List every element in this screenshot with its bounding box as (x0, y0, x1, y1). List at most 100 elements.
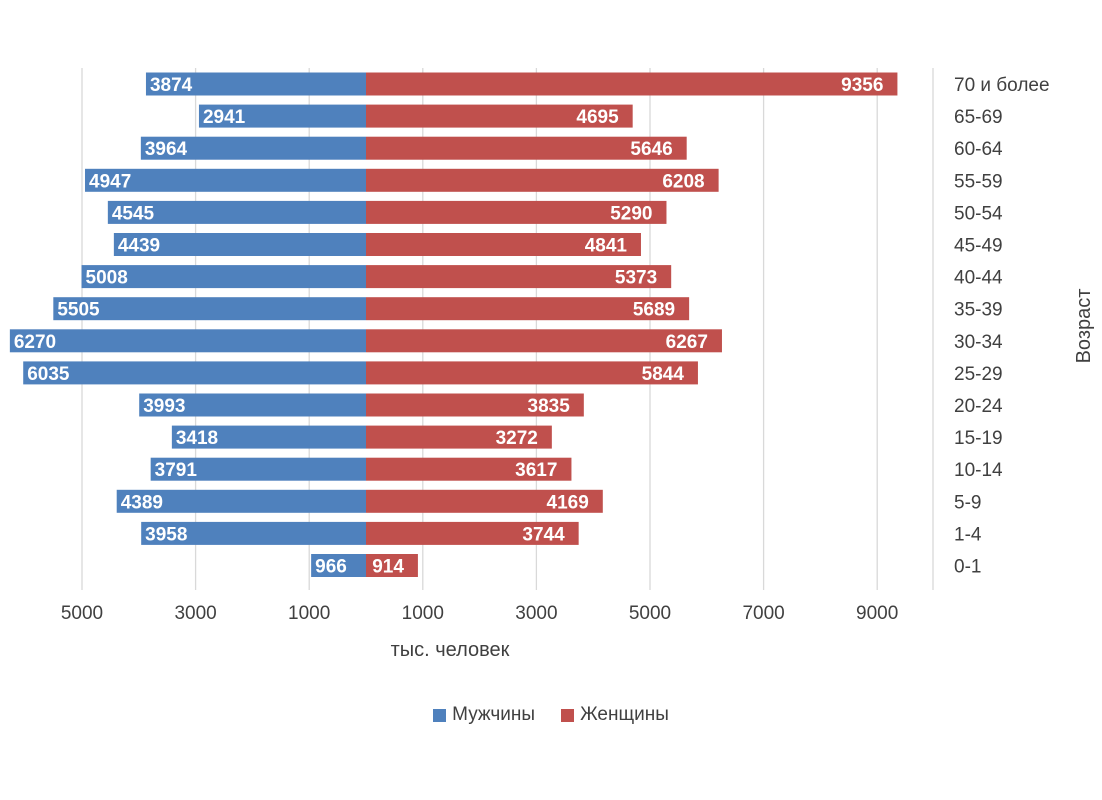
bar-men (113, 233, 366, 256)
y-tick-label: 65-69 (954, 107, 1003, 128)
bar-men (140, 136, 366, 160)
bar-women (366, 72, 898, 96)
bar-women (366, 136, 687, 160)
data-label-men: 3791 (155, 460, 198, 481)
data-label-women: 6208 (662, 171, 704, 192)
data-label-men: 4439 (118, 236, 160, 257)
bar-women (366, 168, 719, 192)
bar-women (366, 521, 579, 545)
y-tick-label: 55-59 (954, 171, 1003, 192)
legend-label-women: Женщины (580, 704, 669, 725)
data-label-men: 3958 (145, 524, 187, 545)
y-tick-label: 30-34 (954, 332, 1003, 353)
bar-men (85, 168, 366, 192)
bar-women (366, 554, 418, 577)
data-label-men: 3874 (150, 75, 193, 96)
y-tick-label: 25-29 (954, 364, 1003, 385)
y-tick-label: 70 и более (954, 75, 1050, 96)
bar-women (366, 393, 584, 417)
bar-women (366, 329, 722, 353)
data-label-men: 3964 (145, 139, 188, 160)
x-tick-label: 5000 (629, 603, 671, 624)
legend-swatch-women (561, 708, 575, 722)
y-tick-label: 15-19 (954, 428, 1003, 449)
bar-men (23, 361, 366, 385)
y-tick-label: 10-14 (954, 460, 1003, 481)
data-label-men: 5008 (86, 268, 128, 289)
data-label-women: 5373 (615, 268, 657, 289)
y-tick-label: 20-24 (954, 396, 1003, 417)
x-tick-label: 3000 (515, 603, 557, 624)
data-label-men: 2941 (203, 107, 246, 128)
x-axis-title: тыс. человек (391, 639, 510, 661)
y-tick-label: 45-49 (954, 236, 1003, 257)
axes: 5000 3000 1000 1000 3000 5000 7000 9000 70 и бол… (61, 68, 1050, 624)
y-tick-label: 0-1 (954, 557, 981, 578)
data-label-men: 4389 (121, 492, 163, 513)
data-label-women: 4169 (547, 492, 589, 513)
y-tick-label: 5-9 (954, 492, 981, 513)
x-tick-label: 3000 (174, 603, 216, 624)
bar-men (9, 329, 366, 353)
x-tick-label: 9000 (856, 603, 898, 624)
bar-men (139, 393, 366, 417)
legend: Мужчины Женщины (0, 704, 1102, 726)
data-label-women: 3835 (528, 396, 571, 417)
data-label-women: 6267 (666, 332, 708, 353)
data-label-men: 966 (315, 557, 347, 578)
data-label-women: 4695 (576, 107, 619, 128)
x-tick-label: 7000 (742, 603, 784, 624)
data-label-men: 6035 (27, 364, 70, 385)
y-tick-label: 1-4 (954, 524, 982, 545)
data-label-women: 3617 (515, 460, 557, 481)
bar-women (366, 265, 672, 289)
y-tick-label: 50-54 (954, 203, 1003, 224)
y-tick-label: 40-44 (954, 268, 1003, 289)
data-label-men: 5505 (57, 300, 100, 321)
data-label-men: 3418 (176, 428, 218, 449)
data-label-women: 4841 (585, 236, 628, 257)
bar-women (366, 297, 690, 321)
bar-men (116, 489, 366, 513)
bar-men (311, 554, 366, 577)
bar-men (150, 457, 366, 481)
bar-men (198, 104, 366, 128)
bar-women (366, 489, 603, 513)
y-tick-label: 35-39 (954, 300, 1003, 321)
bar-women (366, 200, 667, 224)
bar-men (171, 425, 366, 449)
data-label-women: 914 (372, 557, 404, 578)
bar-men (141, 521, 366, 545)
x-tick-label: 5000 (61, 603, 103, 624)
bar-women (366, 104, 633, 128)
legend-swatch-men (433, 708, 447, 722)
bar-women (366, 233, 641, 256)
data-label-women: 5844 (642, 364, 685, 385)
bar-men (53, 297, 366, 321)
data-label-men: 6270 (14, 332, 56, 353)
x-tick-label: 1000 (288, 603, 330, 624)
bar-women (366, 425, 552, 449)
legend-item-men: Мужчины (433, 704, 535, 726)
bar-women (366, 457, 572, 481)
legend-item-women: Женщины (561, 704, 669, 726)
data-label-women: 5689 (633, 300, 675, 321)
data-label-women: 3744 (522, 524, 565, 545)
data-label-women: 3272 (496, 428, 538, 449)
x-tick-label: 1000 (402, 603, 444, 624)
legend-label-men: Мужчины (452, 704, 536, 725)
data-label-women: 5290 (610, 203, 652, 224)
bars: 3874 9356 2941 4695 3964 5646 4947 6208 4545 5290… (9, 72, 898, 578)
data-label-women: 9356 (841, 75, 883, 96)
bar-women (366, 361, 698, 385)
bar-men (81, 265, 367, 289)
y-axis-title: Возраст (1073, 289, 1095, 364)
data-label-men: 3993 (143, 396, 185, 417)
bar-men (145, 72, 366, 96)
data-label-men: 4947 (89, 171, 131, 192)
bar-men (107, 200, 367, 224)
y-tick-label: 60-64 (954, 139, 1003, 160)
data-label-women: 5646 (630, 139, 672, 160)
data-label-men: 4545 (112, 203, 155, 224)
